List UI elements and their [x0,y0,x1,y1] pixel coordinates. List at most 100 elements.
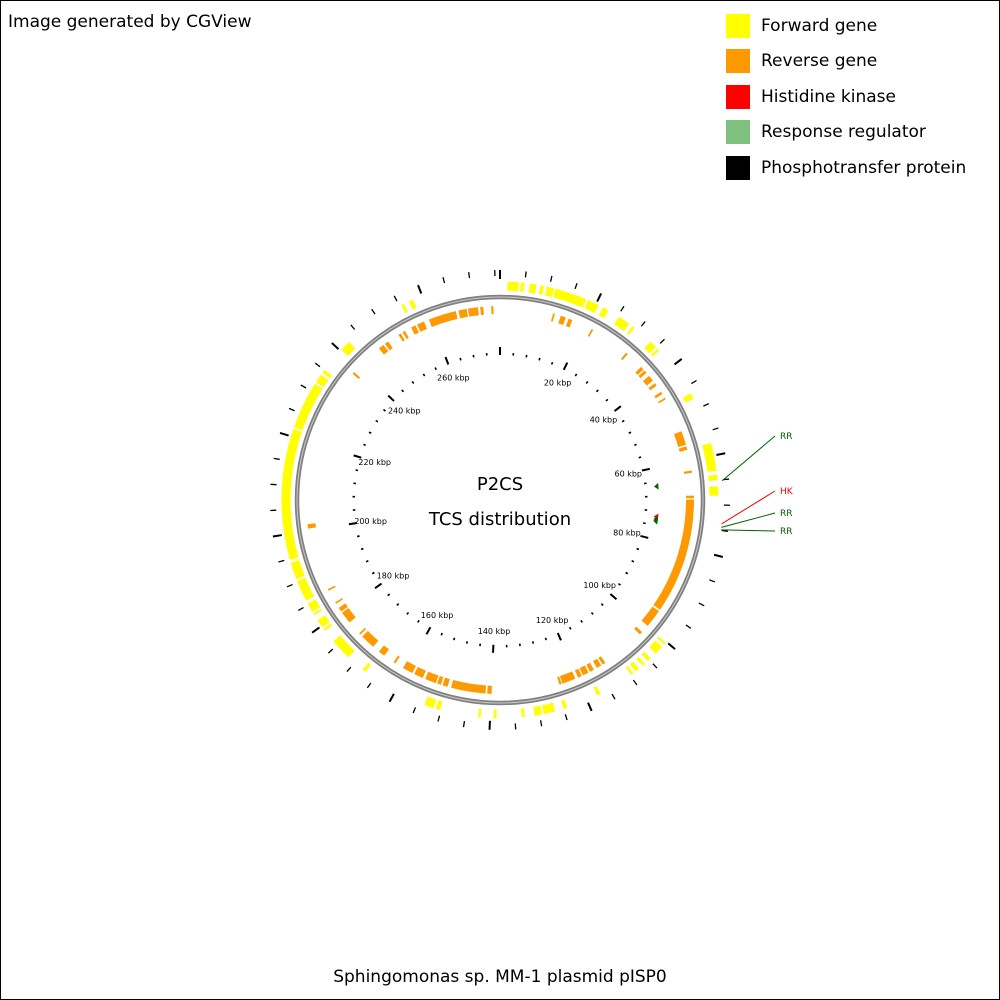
ruler-minor-tick [417,619,420,623]
ruler-minor-tick [453,637,456,641]
reverse-gene [327,585,336,591]
forward-gene [315,374,329,388]
reverse-gene [338,603,348,612]
backbone-highlight [296,296,704,704]
reverse-gene [411,325,419,335]
outer-minor-tick [703,402,710,407]
reverse-gene [437,675,444,685]
forward-gene [626,326,635,335]
legend-label-forward-gene: Forward gene [761,15,878,36]
reverse-gene [458,308,468,319]
outer-major-tick [331,342,340,350]
outer-major-tick [713,553,724,558]
ruler-major-tick [640,534,649,539]
tcs-label-rr: RR [780,509,793,519]
tcs-leader-line [721,490,776,525]
outer-major-tick [311,626,321,634]
outer-minor-tick [574,283,578,290]
ruler-major-tick [444,356,450,365]
outer-minor-tick [709,579,716,583]
reverse-gene [307,523,317,529]
ruler-minor-tick [568,626,572,630]
outer-minor-tick [346,666,352,673]
outer-minor-tick [393,295,398,302]
ruler-minor-tick [422,373,426,377]
reverse-gene [342,607,356,623]
reverse-gene [467,307,479,317]
ruler-minor-tick [631,560,635,563]
reverse-gene [398,333,405,342]
ruler-minor-tick [600,603,604,607]
forward-gene [401,303,408,314]
ruler-minor-tick [574,373,578,377]
tcs-leader-line [720,529,776,532]
outer-minor-tick [721,529,728,532]
reverse-gene [579,665,589,676]
legend-label-histidine-kinase: Histidine kinase [761,86,896,107]
legend-item-response-regulator: Response regulator [726,115,966,151]
reverse-gene [642,375,653,386]
ruler-minor-tick [434,367,437,371]
reverse-gene [362,630,379,647]
outer-minor-tick [539,720,543,727]
ruler-minor-tick [465,641,469,644]
outer-minor-tick [366,682,372,689]
legend-swatch-response-regulator [726,120,750,145]
legend-item-forward-gene: Forward gene [726,8,966,44]
ruler-minor-tick [411,380,415,384]
outer-major-tick [272,534,282,538]
reverse-gene [587,328,594,337]
legend-item-reverse-gene: Reverse gene [726,44,966,80]
outer-minor-tick [659,338,665,344]
forward-gene [408,299,417,310]
ruler-minor-tick [360,547,364,551]
reverse-gene [557,676,562,685]
outer-major-tick [673,358,683,366]
reverse-gene [378,645,389,656]
ruler-minor-tick [363,443,367,447]
legend-swatch-reverse-gene [726,49,750,74]
ruler-minor-tick [375,419,379,423]
legend-swatch-forward-gene [726,13,750,38]
outer-minor-tick [442,277,446,284]
ruler-label: 200 kbp [354,517,387,526]
outer-minor-tick [549,275,553,282]
outer-minor-tick [468,272,471,279]
forward-gene [625,666,634,675]
forward-gene [702,442,717,472]
outer-minor-tick [620,305,625,312]
tcs-feature-labels: RR HK RR RR [720,432,794,537]
outer-major-tick [417,284,423,294]
forward-gene [682,393,694,403]
forward-gene [341,342,356,356]
forward-gene [297,577,315,601]
ruler-minor-tick [382,408,386,412]
ruler-minor-tick [638,456,642,459]
reverse-gene [678,446,688,452]
outer-minor-tick [698,602,705,607]
outer-minor-tick [640,321,646,327]
reverse-gene [574,668,582,678]
legend-label-reverse-gene: Reverse gene [761,51,878,72]
legend-item-histidine-kinase: Histidine kinase [726,79,966,115]
inner-ruler: 20 kbp 40 kbp 60 kbp 80 kbp 100 kbp 120 kbp 14… [348,347,651,653]
legend-label-phosphotransfer-protein: Phosphotransfer protein [761,157,967,178]
ruler-label: 100 kbp [583,581,616,590]
tcs-marker-rr [654,482,659,490]
forward-gene [528,283,537,294]
reverse-gene [648,383,657,391]
legend-item-phosphotransfer-protein: Phosphotransfer protein [726,150,966,186]
tcs-label-rr: RR [780,527,793,537]
tcs-feature-markers [653,482,659,525]
ruler-minor-tick [625,571,629,575]
ruler-minor-tick [585,380,589,384]
reverse-gene [565,318,573,328]
ruler-minor-tick [368,431,372,435]
reverse-gene [393,655,400,664]
forward-gene [317,615,330,628]
ruler-minor-tick [401,389,405,393]
outer-minor-tick [632,679,638,686]
forward-gene [424,696,437,709]
reverse-gene [402,661,416,674]
legend-label-response-regulator: Response regulator [761,122,926,143]
